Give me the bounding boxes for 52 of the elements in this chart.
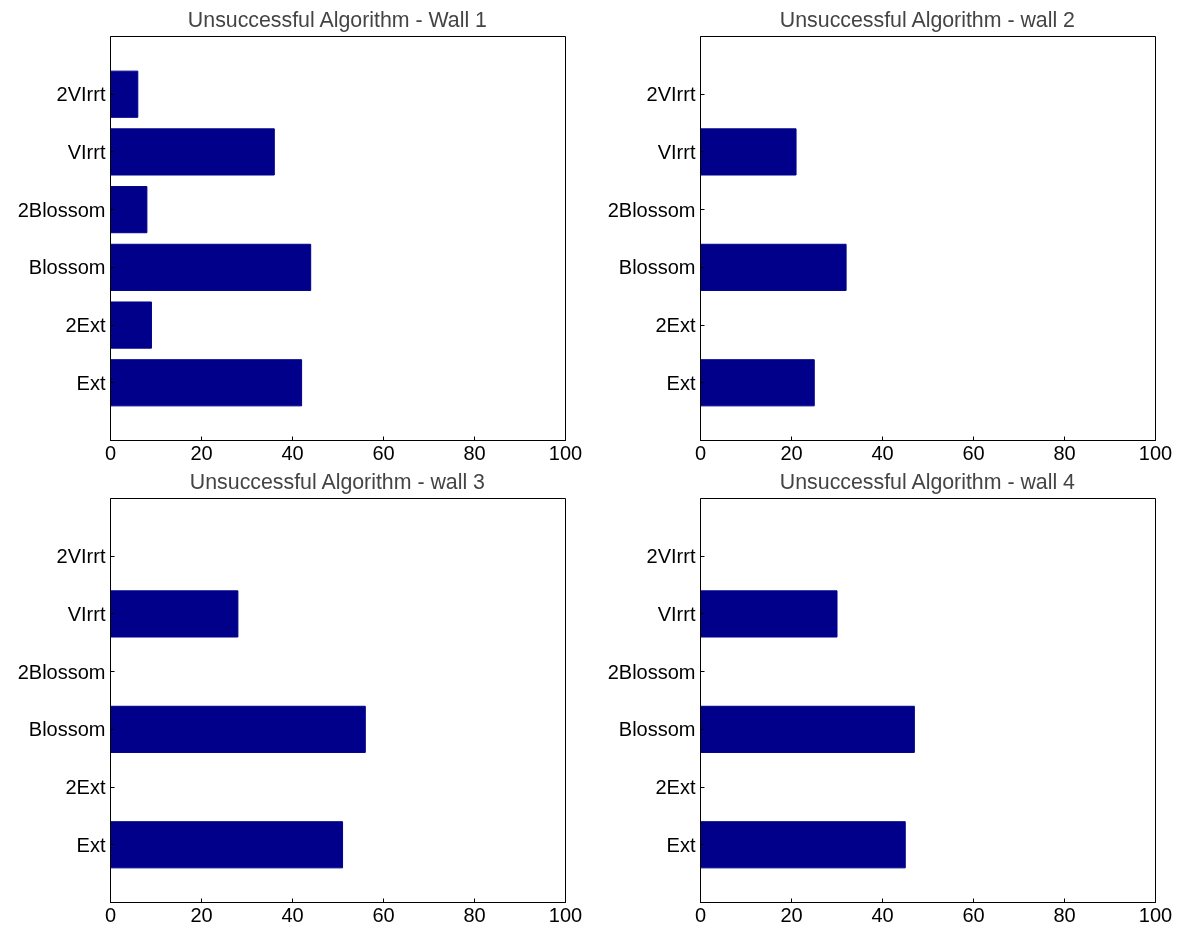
y-tick-label: 2VIrrt bbox=[646, 545, 696, 568]
y-tick-label: 2VIrrt bbox=[56, 83, 106, 106]
x-tick-label: 60 bbox=[372, 441, 395, 464]
y-tick-label: Blossom bbox=[28, 256, 106, 279]
x-tick-label: 40 bbox=[871, 903, 894, 926]
x-tick-label: 40 bbox=[871, 441, 894, 464]
x-tick-label: 40 bbox=[281, 903, 304, 926]
y-tick-label: 2Ext bbox=[655, 314, 696, 337]
y-tick-label: 2Ext bbox=[65, 776, 106, 799]
y-tick-label: 2Ext bbox=[65, 314, 106, 337]
y-tick-label: VIrrt bbox=[657, 602, 696, 625]
y-tick-label: 2Blossom bbox=[17, 198, 106, 221]
x-tick-label: 100 bbox=[548, 441, 583, 464]
x-tick-label: 0 bbox=[104, 903, 117, 926]
x-tick-label: 20 bbox=[780, 903, 803, 926]
y-tick-label: Ext bbox=[666, 371, 696, 394]
x-tick-label: 100 bbox=[1138, 441, 1173, 464]
y-tick-label: VIrrt bbox=[657, 140, 696, 163]
chart-title: Unsuccessful Algorithm - wall 3 bbox=[189, 469, 485, 494]
x-tick-label: 60 bbox=[372, 903, 395, 926]
x-tick-label: 20 bbox=[190, 903, 213, 926]
x-tick-label: 60 bbox=[962, 903, 985, 926]
y-tick-label: Blossom bbox=[28, 718, 106, 741]
chart-title: Unsuccessful Algorithm - Wall 1 bbox=[187, 7, 487, 32]
x-tick-label: 0 bbox=[694, 441, 707, 464]
x-tick-label: 80 bbox=[463, 903, 486, 926]
y-tick-label: 2Ext bbox=[655, 776, 696, 799]
x-tick-label: 80 bbox=[463, 441, 486, 464]
chart-title: Unsuccessful Algorithm - wall 4 bbox=[779, 469, 1076, 494]
x-tick-label: 100 bbox=[1138, 903, 1173, 926]
x-tick-label: 100 bbox=[548, 903, 583, 926]
y-tick-label: 2Blossom bbox=[607, 198, 696, 221]
x-tick-label: 0 bbox=[104, 441, 117, 464]
x-tick-label: 20 bbox=[780, 441, 803, 464]
y-tick-label: 2Blossom bbox=[607, 660, 696, 683]
chart-title: Unsuccessful Algorithm - wall 2 bbox=[779, 7, 1075, 32]
y-tick-label: Blossom bbox=[618, 718, 696, 741]
y-tick-label: Ext bbox=[76, 371, 106, 394]
x-tick-label: 0 bbox=[694, 903, 707, 926]
x-tick-label: 40 bbox=[281, 441, 304, 464]
y-tick-label: VIrrt bbox=[67, 602, 106, 625]
x-tick-label: 80 bbox=[1053, 903, 1076, 926]
y-tick-label: Blossom bbox=[618, 256, 696, 279]
y-tick-label: VIrrt bbox=[67, 140, 106, 163]
y-tick-label: Ext bbox=[666, 833, 696, 856]
y-tick-label: Ext bbox=[76, 833, 106, 856]
x-tick-label: 80 bbox=[1053, 441, 1076, 464]
y-tick-label: 2VIrrt bbox=[56, 545, 106, 568]
x-tick-label: 60 bbox=[962, 441, 985, 464]
x-tick-label: 20 bbox=[190, 441, 213, 464]
y-tick-label: 2VIrrt bbox=[646, 83, 696, 106]
y-tick-label: 2Blossom bbox=[17, 660, 106, 683]
